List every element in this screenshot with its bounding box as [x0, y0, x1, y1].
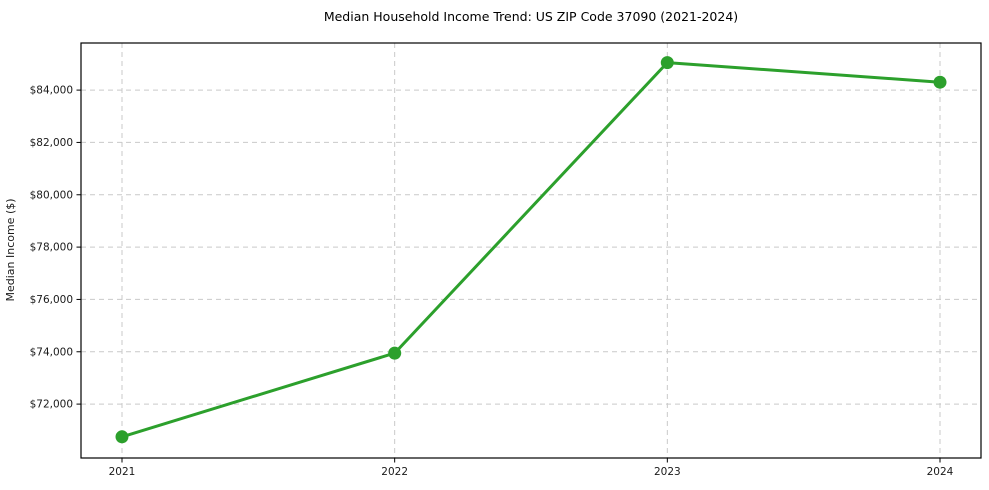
- plot-border: [80, 42, 982, 459]
- data-point-markers: [115, 56, 947, 444]
- x-tick-labels: 2021 2022 2023 2024: [109, 466, 954, 478]
- chart-title: Median Household Income Trend: US ZIP Co…: [324, 9, 738, 24]
- x-tick-label: 2023: [654, 466, 681, 478]
- y-tick-labels: $72,000 $74,000 $76,000 $78,000 $80,000 $82,0…: [30, 85, 73, 411]
- data-point: [660, 56, 674, 70]
- trend-line: [120, 61, 942, 439]
- y-tick-label: $76,000: [30, 294, 73, 306]
- y-tick-label: $74,000: [30, 346, 73, 358]
- axis-ticks: [76, 89, 941, 463]
- x-tick-label: 2024: [927, 466, 954, 478]
- x-tick-label: 2022: [381, 466, 408, 478]
- y-axis-label: Median Income ($): [4, 198, 17, 301]
- data-point: [115, 430, 129, 444]
- plot-background: [81, 43, 981, 458]
- y-tick-label: $82,000: [30, 137, 73, 149]
- x-tick-label: 2021: [109, 466, 136, 478]
- gridlines: [81, 43, 981, 458]
- y-tick-label: $84,000: [30, 85, 73, 97]
- y-tick-label: $72,000: [30, 399, 73, 411]
- data-point: [933, 75, 947, 89]
- y-tick-label: $78,000: [30, 242, 73, 254]
- y-tick-label: $80,000: [30, 189, 73, 201]
- data-point: [388, 346, 402, 360]
